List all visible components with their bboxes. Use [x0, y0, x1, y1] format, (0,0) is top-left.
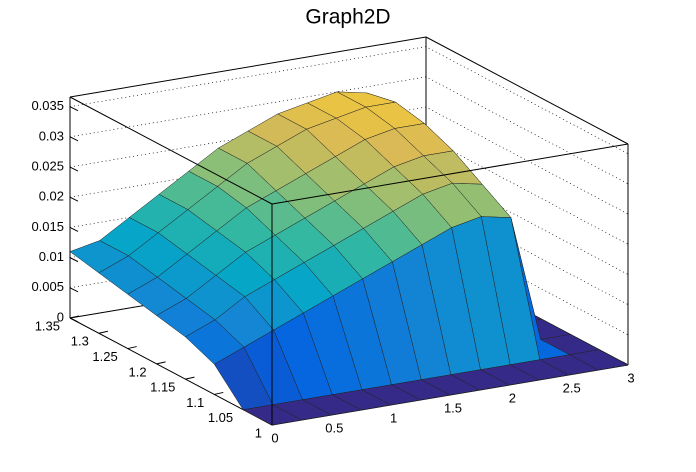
x-tick-label: 1.5 — [444, 400, 462, 415]
chart-title: Graph2D — [305, 6, 390, 29]
x-tick-label: 0.5 — [325, 420, 343, 435]
y-tick-mark — [69, 315, 80, 319]
y-tick-mark — [98, 330, 108, 334]
box-edge — [425, 36, 629, 145]
y-tick-label: 1.15 — [150, 380, 175, 395]
y-tick-label: 1.3 — [71, 334, 89, 349]
y-tick-mark — [156, 361, 166, 365]
z-tick-label: 0.035 — [31, 98, 64, 113]
z-tick-label: 0.01 — [39, 249, 64, 264]
y-tick-label: 1.25 — [92, 349, 117, 364]
box-edge — [69, 317, 273, 426]
z-tick-mark — [69, 226, 79, 232]
z-tick-mark — [69, 166, 79, 172]
z-tick-mark — [69, 196, 79, 202]
box-edge — [271, 143, 629, 205]
grid-line — [69, 76, 629, 185]
z-tick-label: 0 — [57, 309, 64, 324]
y-tick-label: 1.35 — [35, 318, 60, 333]
x-tick-label: 1 — [390, 410, 397, 425]
z-tick-mark — [69, 106, 79, 112]
grid-line — [69, 46, 629, 154]
y-tick-mark — [214, 391, 224, 395]
z-tick-label: 0.025 — [31, 158, 64, 173]
z-tick-mark — [69, 257, 79, 263]
y-tick-mark — [185, 376, 195, 380]
z-tick-mark — [69, 317, 79, 323]
x-tick-label: 0 — [271, 430, 278, 445]
z-tick-label: 0.015 — [31, 219, 64, 234]
y-tick-label: 1.05 — [208, 410, 233, 425]
z-tick-mark — [69, 136, 79, 142]
z-tick-label: 0.005 — [31, 279, 64, 294]
y-tick-label: 1 — [255, 425, 262, 440]
z-tick-label: 0.03 — [39, 128, 64, 143]
x-tick-label: 2.5 — [563, 380, 581, 395]
z-tick-mark — [69, 287, 79, 293]
z-tick-label: 0.02 — [39, 189, 64, 204]
grid-line — [69, 106, 629, 215]
x-tick-label: 2 — [509, 390, 516, 405]
y-tick-mark — [127, 346, 137, 350]
box-edge — [69, 36, 427, 98]
box-edge — [69, 96, 273, 205]
x-tick-label: 3 — [627, 370, 634, 385]
y-tick-label: 1.1 — [186, 395, 204, 410]
y-tick-label: 1.2 — [128, 364, 146, 379]
